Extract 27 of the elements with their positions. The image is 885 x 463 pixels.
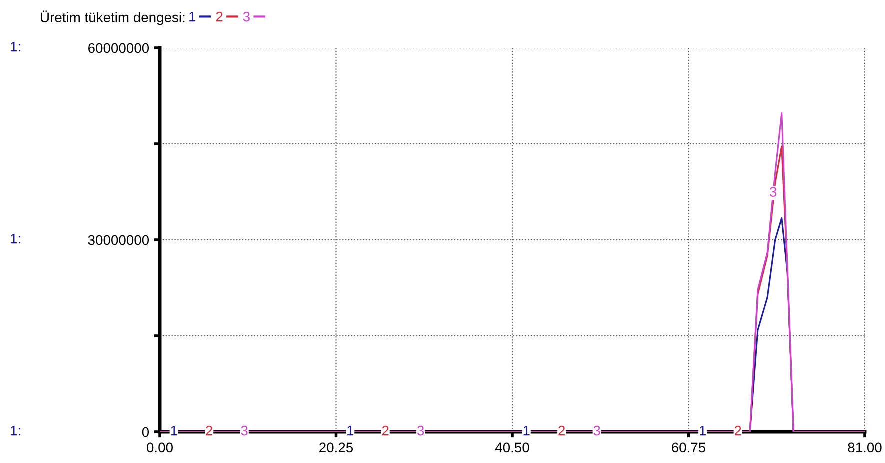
legend-label: 1	[190, 12, 196, 22]
x-tick-label: 20.25	[320, 442, 354, 453]
y-tick-label: 0	[142, 427, 150, 438]
text: 1	[171, 426, 178, 436]
text: 2	[382, 426, 389, 436]
text: 3	[241, 426, 248, 436]
text: 2	[206, 426, 213, 436]
text: 1	[348, 426, 354, 436]
x-tick-label: 40.50	[495, 442, 530, 453]
text: 1:	[11, 426, 20, 436]
text: 3	[770, 187, 777, 197]
legend-label: 3	[243, 12, 250, 22]
text: 3	[418, 426, 424, 436]
chart-title: Üretim tüketim dengesi:	[41, 10, 185, 26]
x-tick-label: 0.00	[147, 442, 173, 453]
y-tick-label: 30000000	[88, 235, 150, 246]
text: 2	[558, 426, 566, 436]
y-tick-label: 60000000	[88, 43, 150, 54]
text: 1:	[11, 234, 20, 244]
x-tick-label: 81.00	[848, 442, 882, 453]
text: 3	[594, 426, 600, 436]
x-tick-label: 60.75	[672, 442, 706, 453]
text: 2	[734, 426, 742, 436]
text: 1:	[11, 42, 20, 52]
text: 1	[700, 426, 706, 436]
text: 1	[524, 426, 530, 436]
legend-label: 2	[216, 12, 223, 22]
